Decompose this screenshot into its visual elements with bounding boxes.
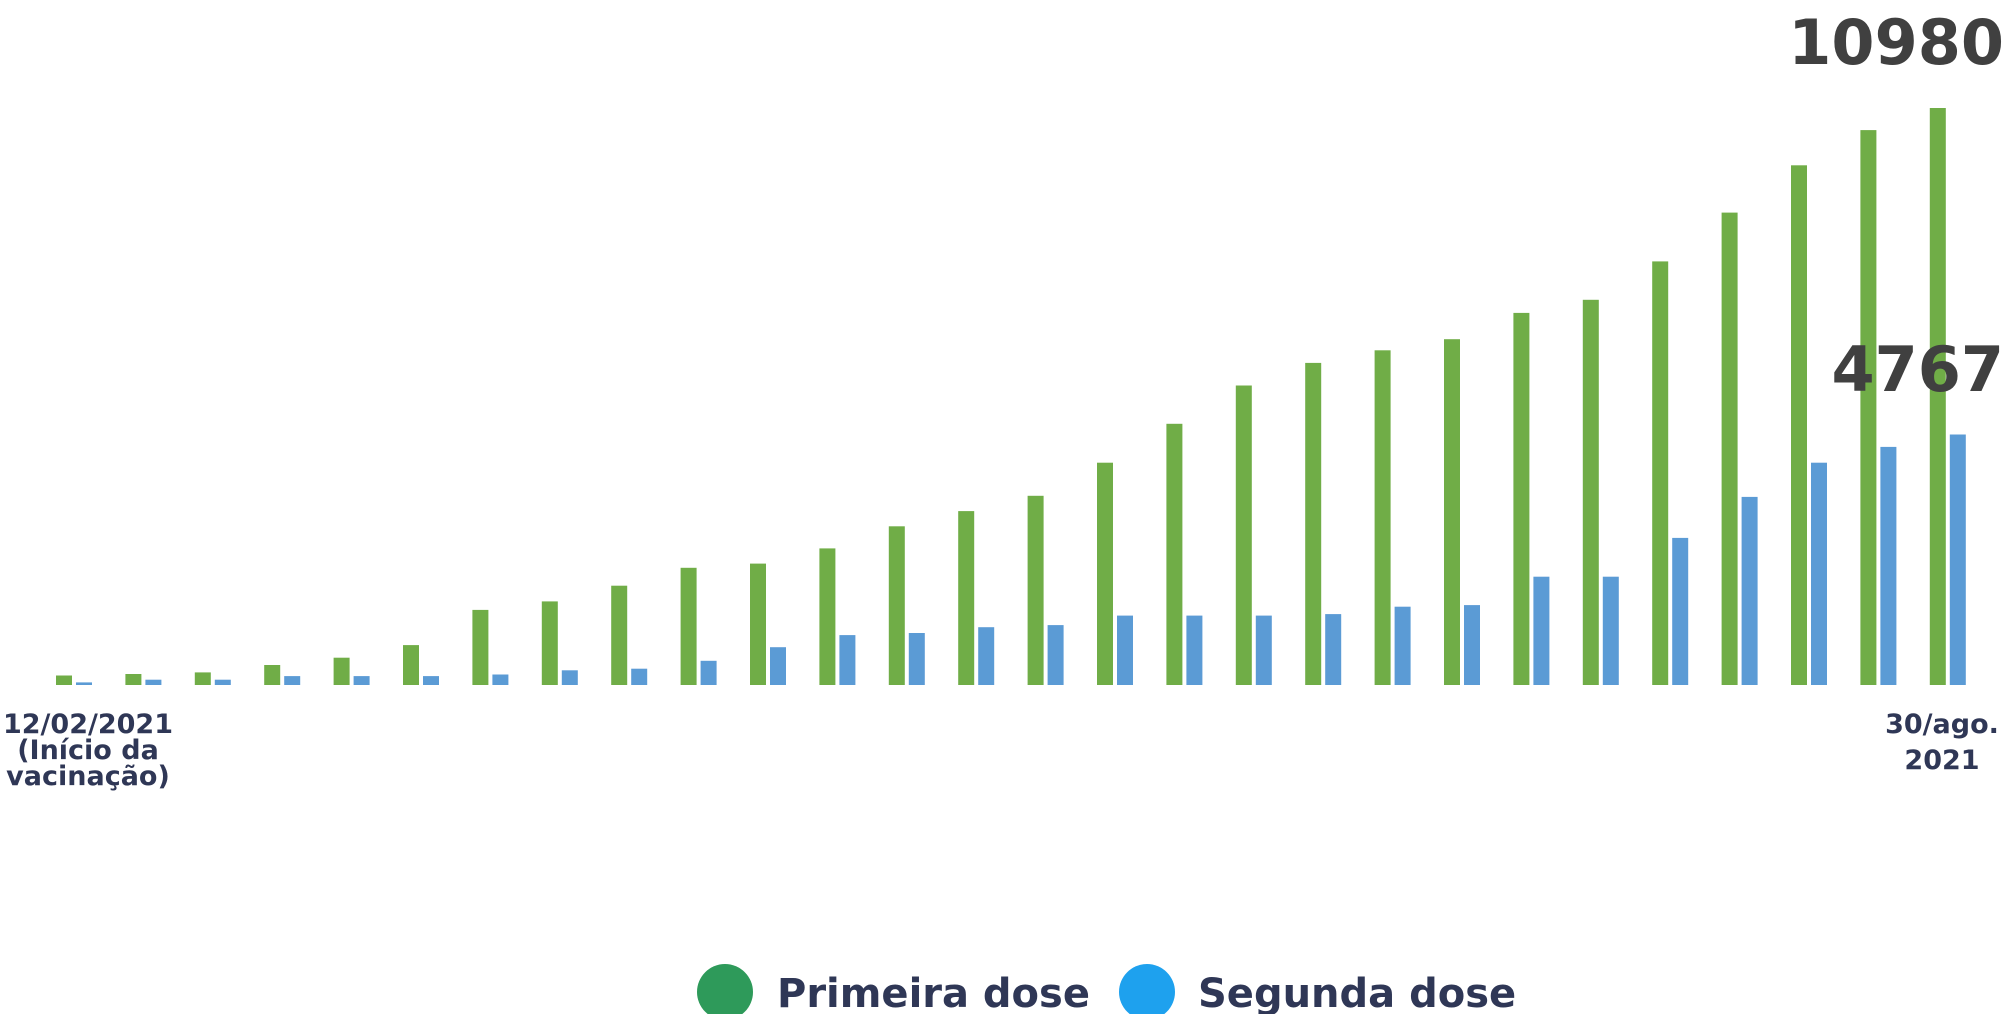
first-dose-end-label: 10980 — [1788, 6, 2004, 79]
svg-text:12/02/2021: 12/02/2021 — [3, 709, 173, 740]
bar-primeira-dose-14 — [958, 511, 975, 685]
bar-segunda-dose-5 — [353, 676, 370, 685]
bar-primeira-dose-24 — [1652, 261, 1669, 685]
bar-segunda-dose-25 — [1741, 496, 1758, 685]
bar-segunda-dose-2 — [145, 679, 162, 685]
bar-primeira-dose-22 — [1513, 312, 1530, 685]
legend: Primeira dose Segunda dose — [697, 964, 1516, 1014]
bar-segunda-dose-21 — [1464, 605, 1480, 685]
bar-segunda-dose-3 — [214, 679, 231, 685]
svg-text:2021: 2021 — [1904, 745, 1979, 776]
legend-item-primeira-dose: Primeira dose — [697, 964, 1090, 1014]
bar-segunda-dose-6 — [423, 676, 439, 685]
bar-segunda-dose-28 — [1949, 434, 1966, 685]
bar-primeira-dose-15 — [1027, 495, 1044, 685]
bar-segunda-dose-26 — [1811, 462, 1827, 685]
bar-segunda-dose-27 — [1880, 446, 1897, 685]
bar-segunda-dose-24 — [1672, 537, 1689, 685]
bar-segunda-dose-16 — [1117, 615, 1133, 685]
legend-item-segunda-dose: Segunda dose — [1119, 964, 1516, 1014]
bar-segunda-dose-18 — [1255, 615, 1272, 685]
bar-primeira-dose-19 — [1305, 362, 1322, 685]
bar-segunda-dose-9 — [631, 668, 648, 685]
bar-primeira-dose-13 — [888, 526, 905, 685]
legend-swatch-primeira-dose — [697, 964, 753, 1014]
bar-primeira-dose-18 — [1235, 385, 1252, 685]
bar-primeira-dose-8 — [541, 601, 558, 685]
svg-text:30/ago.: 30/ago. — [1885, 709, 1999, 740]
bar-primeira-dose-26 — [1791, 165, 1807, 686]
second-dose-end-label: 4767 — [1831, 333, 2004, 406]
bar-primeira-dose-4 — [264, 665, 281, 685]
bar-primeira-dose-21 — [1444, 339, 1460, 685]
bar-segunda-dose-7 — [492, 674, 509, 685]
bar-primeira-dose-28 — [1929, 108, 1946, 685]
bar-group — [56, 108, 1966, 686]
bar-segunda-dose-12 — [839, 635, 856, 685]
bar-primeira-dose-7 — [472, 609, 489, 685]
bar-segunda-dose-23 — [1602, 576, 1619, 685]
bar-primeira-dose-10 — [680, 567, 697, 685]
bar-primeira-dose-3 — [194, 672, 211, 685]
bar-primeira-dose-12 — [819, 548, 836, 685]
bar-primeira-dose-23 — [1582, 299, 1599, 685]
bar-segunda-dose-10 — [700, 660, 717, 685]
bar-segunda-dose-1 — [76, 682, 92, 685]
bar-primeira-dose-27 — [1860, 130, 1877, 686]
legend-swatch-segunda-dose — [1119, 964, 1175, 1014]
bar-segunda-dose-20 — [1394, 606, 1411, 685]
bar-primeira-dose-2 — [125, 674, 142, 685]
bar-segunda-dose-19 — [1325, 614, 1342, 685]
bar-segunda-dose-4 — [284, 676, 301, 685]
bar-primeira-dose-25 — [1721, 212, 1738, 685]
bar-primeira-dose-9 — [611, 585, 628, 685]
bar-primeira-dose-20 — [1374, 350, 1391, 685]
bar-segunda-dose-11 — [770, 647, 786, 685]
bar-primeira-dose-5 — [333, 657, 350, 685]
bar-segunda-dose-15 — [1047, 625, 1064, 685]
legend-label-segunda-dose: Segunda dose — [1198, 971, 1516, 1014]
svg-text:(Início da: (Início da — [17, 735, 159, 766]
bar-primeira-dose-6 — [403, 645, 419, 685]
bar-segunda-dose-17 — [1186, 615, 1203, 685]
bar-primeira-dose-11 — [750, 563, 766, 685]
bar-primeira-dose-17 — [1166, 423, 1183, 685]
bar-primeira-dose-1 — [56, 675, 72, 685]
x-tick-label-end: 30/ago. 2021 — [1885, 709, 1999, 776]
bar-segunda-dose-13 — [908, 633, 925, 685]
bar-segunda-dose-22 — [1533, 576, 1550, 685]
bar-segunda-dose-14 — [978, 627, 995, 685]
x-tick-label-start: 12/02/2021 (Início da vacinação) — [3, 709, 173, 792]
svg-text:vacinação): vacinação) — [6, 761, 170, 792]
legend-label-primeira-dose: Primeira dose — [777, 971, 1090, 1014]
bar-primeira-dose-16 — [1097, 462, 1113, 685]
bar-segunda-dose-8 — [561, 670, 578, 685]
